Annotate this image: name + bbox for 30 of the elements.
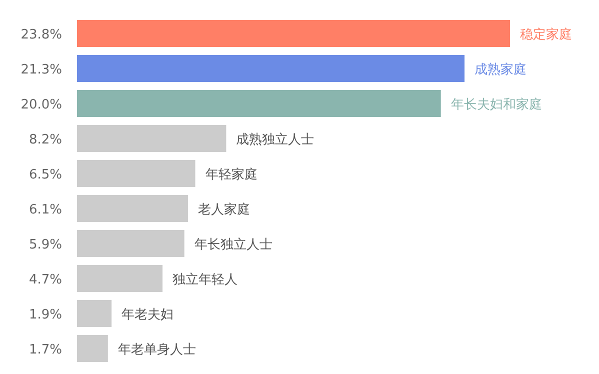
y-tick-label: 独立年轻人 — [172, 272, 238, 288]
data-label: 1.7% — [28, 342, 62, 358]
y-tick-label: 稳定家庭 — [520, 26, 572, 42]
y-tick-label: 老人家庭 — [198, 202, 250, 218]
y-tick-label: 年长独立人士 — [194, 236, 272, 252]
y-tick-label: 年老夫妇 — [122, 308, 174, 322]
y-tick-label: 年长夫妇和家庭 — [450, 96, 542, 112]
data-label: 20.0% — [20, 98, 62, 112]
data-label: 1.9% — [28, 308, 62, 322]
y-tick-label: 成熟家庭 — [474, 62, 527, 78]
y-tick-label: 成熟独立人士 — [236, 132, 314, 148]
bar — [77, 265, 163, 292]
bar — [77, 55, 465, 82]
data-label: 21.3% — [20, 62, 62, 78]
bar — [77, 20, 510, 47]
data-label: 23.8% — [20, 28, 62, 42]
bar — [77, 160, 196, 187]
y-tick-label: 年老单身人士 — [118, 342, 196, 358]
bar — [77, 230, 184, 257]
data-label: 4.7% — [28, 272, 62, 288]
data-label: 8.2% — [28, 132, 62, 148]
y-tick-label: 年轻家庭 — [205, 166, 258, 182]
bar — [77, 335, 108, 362]
bar — [77, 195, 188, 222]
bar — [77, 125, 226, 152]
data-label: 6.1% — [28, 202, 62, 218]
bar — [77, 300, 112, 327]
bar — [77, 90, 441, 117]
data-label: 5.9% — [28, 238, 62, 252]
data-label: 6.5% — [28, 168, 62, 182]
